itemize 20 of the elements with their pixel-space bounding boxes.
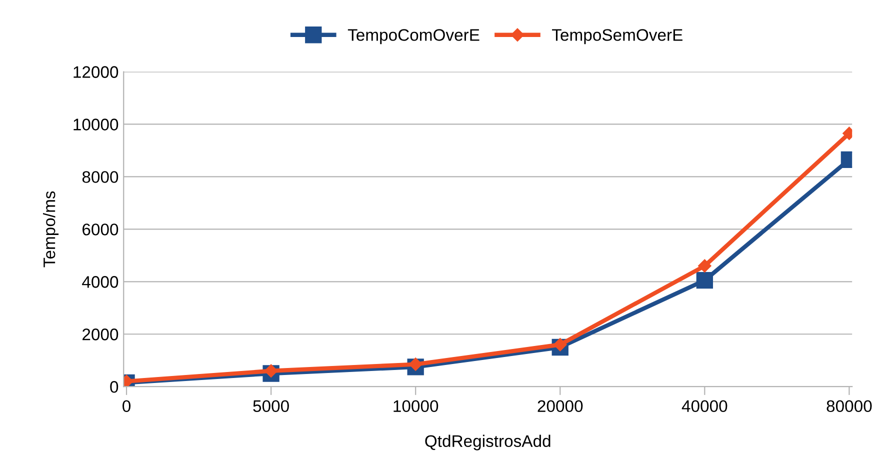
x-tick-label: 40000 [682,400,728,412]
point [264,364,278,378]
legend-label: TempoComOverE [348,29,480,44]
y-axis-title: Tempo/ms [42,191,59,268]
y-tick-label: 10000 [74,118,118,130]
y-tick-label: 6000 [82,224,118,236]
x-axis-title: QtdRegistrosAdd [425,434,550,450]
x-tick-label: 80000 [826,400,872,412]
y-tick-label: 2000 [82,328,118,340]
y-tick-label: 12000 [74,66,118,78]
x-tick-label: 10000 [394,400,438,412]
legend-label: TempoSemOverE [552,29,682,44]
y-tick-label: 8000 [82,171,118,183]
x-tick-label: 5000 [253,400,289,412]
x-tick-label: 20000 [538,400,583,412]
point [698,259,712,273]
x-tick-label: 0 [122,400,130,412]
y-tick-label: 0 [110,381,118,393]
y-tick-label: 4000 [82,276,118,288]
point [696,272,713,289]
